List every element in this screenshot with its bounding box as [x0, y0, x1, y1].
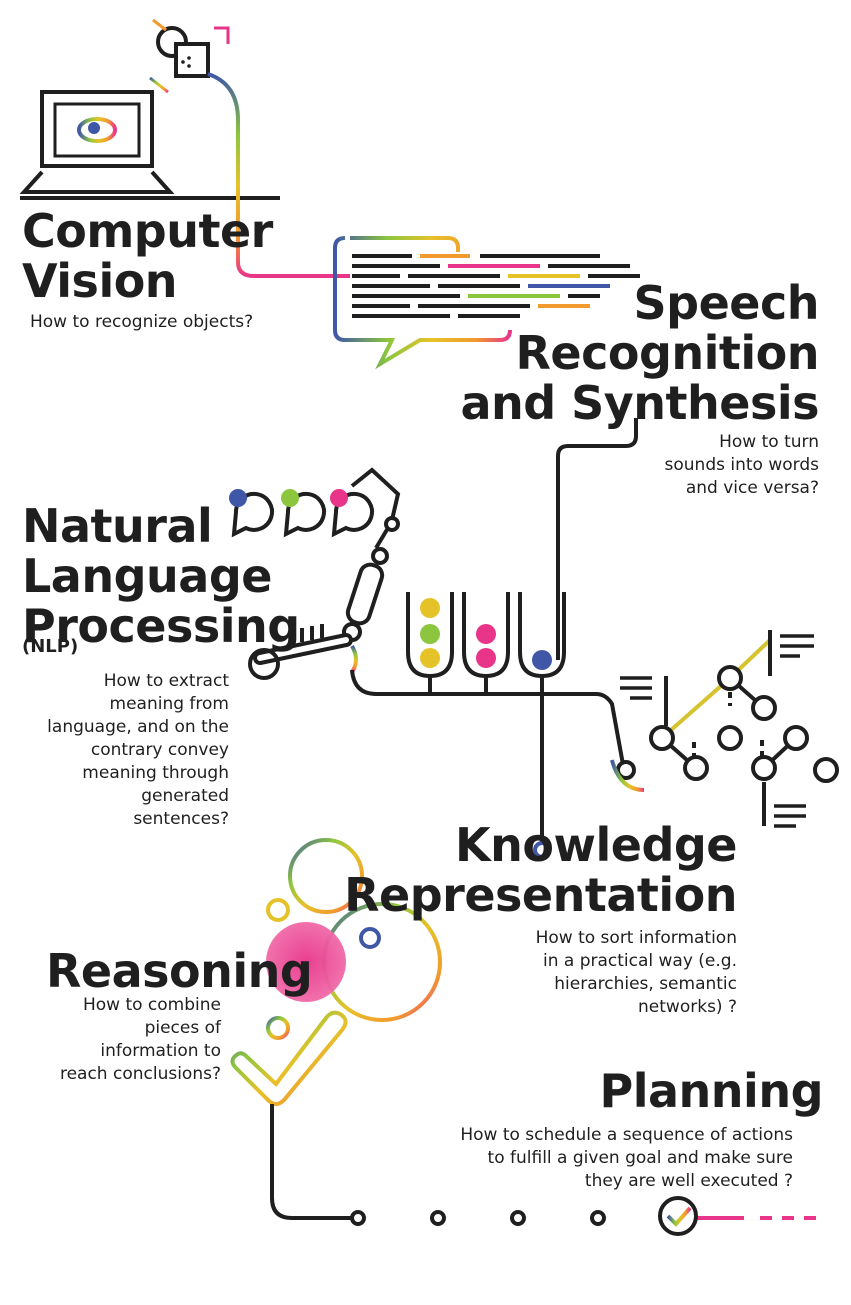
nlp-abbreviation: (NLP) [22, 636, 79, 657]
speech-bubble-icon [333, 236, 640, 370]
planning-subtitle-line: to fulfill a given goal and make sure [487, 1148, 793, 1168]
nlp-subtitle-line: meaning from [109, 694, 229, 714]
eye-icon [77, 117, 117, 143]
computer-vision-subtitle: How to recognize objects? [30, 311, 253, 334]
speech-title-line: and Synthesis [460, 376, 819, 430]
knowledge-title-line: Knowledge [454, 818, 738, 872]
reasoning-subtitle-line: information to [100, 1041, 221, 1061]
reasoning-title: Reasoning [46, 944, 313, 998]
planning-subtitle-line: they are well executed ? [584, 1171, 793, 1191]
planning-title-line: Planning [599, 1064, 824, 1118]
nlp-connector [350, 669, 626, 771]
knowledge-subtitle: How to sort information in a practical w… [536, 927, 737, 1019]
nlp-subtitle-line: generated [141, 786, 229, 806]
nlp-subtitle-line: sentences? [133, 809, 229, 829]
nlp-title-line: Natural [22, 499, 213, 553]
planning-subtitle: How to schedule a sequence of actions to… [460, 1124, 793, 1193]
speech-subtitle-line: sounds into words [664, 455, 819, 475]
speech-title: Speech Recognition and Synthesis [460, 278, 819, 428]
nlp-title: Natural Language Processing [22, 501, 300, 651]
camera-icon [149, 18, 230, 94]
reasoning-subtitle-line: pieces of [144, 1018, 221, 1038]
reasoning-bubbles-icon [266, 838, 442, 1040]
computer-vision-title-line: Vision [22, 254, 178, 308]
reasoning-subtitle: How to combine pieces of information to … [60, 994, 221, 1086]
speech-subtitle-line: and vice versa? [685, 478, 819, 498]
checkmark-icon [658, 1196, 698, 1236]
knowledge-subtitle-line: hierarchies, semantic [554, 974, 737, 994]
nlp-title-line: Language [22, 549, 272, 603]
nlp-subtitle-line: contrary convey [90, 740, 229, 760]
computer-vision-subtitle-line: How to recognize objects? [30, 312, 254, 332]
computer-vision-title: Computer Vision [22, 206, 273, 306]
reasoning-connector [270, 1104, 356, 1220]
test-tubes-icon [406, 592, 566, 850]
knowledge-subtitle-line: networks) ? [638, 997, 737, 1017]
robot-arm-icon [248, 467, 401, 680]
speech-subtitle-line: How to turn [719, 432, 819, 452]
reasoning-subtitle-line: How to combine [82, 995, 221, 1015]
planning-subtitle-line: How to schedule a sequence of actions [460, 1125, 793, 1145]
semantic-network-icon [610, 630, 839, 828]
flask-icon [230, 1010, 348, 1106]
knowledge-title: Knowledge Representation [344, 820, 737, 920]
computer-vision-title-line: Computer [22, 204, 273, 258]
speech-connector [556, 418, 638, 660]
chat-bubbles-icon [229, 489, 374, 538]
nlp-subtitle-line: How to extract [103, 671, 229, 691]
nlp-subtitle-line: meaning through [82, 763, 229, 783]
planning-timeline [350, 1196, 822, 1236]
knowledge-title-line: Representation [344, 868, 737, 922]
vision-connector [207, 72, 350, 278]
speech-subtitle: How to turn sounds into words and vice v… [665, 431, 819, 500]
reasoning-title-line: Reasoning [46, 944, 313, 998]
speech-title-line: Recognition [515, 326, 819, 380]
nlp-subtitle-line: language, and on the [47, 717, 229, 737]
planning-title: Planning [599, 1064, 824, 1118]
nlp-title-line: Processing [22, 599, 300, 653]
laptop-icon [19, 90, 280, 200]
reasoning-subtitle-line: reach conclusions? [59, 1064, 221, 1084]
knowledge-node [533, 841, 551, 859]
knowledge-subtitle-line: in a practical way (e.g. [542, 951, 737, 971]
speech-title-line: Speech [633, 276, 820, 330]
nlp-subtitle: How to extract meaning from language, an… [47, 670, 229, 831]
knowledge-subtitle-line: How to sort information [535, 928, 737, 948]
